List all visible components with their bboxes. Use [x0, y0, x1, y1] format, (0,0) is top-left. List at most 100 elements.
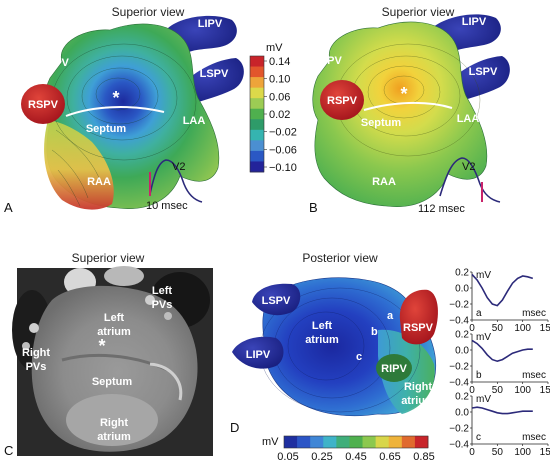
panel-b-letter: B [309, 200, 318, 215]
electrogram-x-tick-label: 150 [540, 447, 550, 458]
panel-c-right-atrium-region [66, 394, 158, 446]
panel-c-pv-right-1 [29, 323, 39, 333]
electrogram-plot-b: 0.2 0.0 −0.2 −0.40 50 100 150 mV msec b [449, 330, 550, 397]
panel-d-rspv-vessel [399, 289, 438, 345]
electrogram-y-tick-label: −0.4 [449, 316, 469, 327]
colorbar-top-swatch [250, 108, 264, 120]
colorbar-bottom-tick-label: 0.65 [379, 451, 400, 463]
electrogram-y-tick-label: 0.0 [455, 346, 469, 357]
electrogram-trace [471, 273, 534, 307]
panel-c-left-atrium-label-line2: atrium [97, 326, 131, 338]
electrogram-x-tick-label: 0 [469, 323, 475, 334]
electrogram-x-tick-label: 100 [514, 385, 531, 396]
panel-b-lipv-label: LIPV [462, 16, 487, 28]
colorbar-bottom-swatch [375, 436, 390, 448]
electrogram-y-tick-label: 0.0 [455, 284, 469, 295]
panel-a-rspv-label: RSPV [28, 99, 59, 111]
panel-d-lspv-label: LSPV [262, 295, 291, 307]
colorbar-bottom-swatch [336, 436, 350, 448]
electrogram-unit-label: mV [476, 394, 491, 405]
panel-a-raa-label: RAA [87, 176, 111, 188]
panel-d-ripv-label: RIPV [381, 363, 407, 375]
panel-a-septum-line [65, 106, 165, 117]
colorbar-top-swatch [250, 66, 264, 78]
colorbar-bottom-swatch [401, 436, 416, 448]
electrogram-xunit-label: msec [522, 308, 546, 319]
panel-d: Posterior view D LSPV LIPV RSPV RIPV Lef… [230, 251, 438, 435]
panel-a-letter: A [4, 200, 13, 215]
colorbar-top-tick-label: −0.06 [269, 144, 297, 156]
colorbar-top-ticks: 0.14 0.10 0.06 0.02 −0.02 −0.06 −0.10 [264, 56, 297, 174]
electrogram-x-tick-label: 50 [492, 447, 504, 458]
colorbar-bottom-tick-label: 0.25 [311, 451, 332, 463]
electrogram-y-tick-label: −0.2 [449, 362, 469, 373]
electrogram-site-letter: c [476, 432, 481, 443]
electrogram-unit-label: mV [476, 270, 491, 281]
electrogram-x-tick-label: 150 [540, 323, 550, 334]
colorbar-top-swatch [250, 150, 264, 162]
panel-d-electrogram-plots: 0.20.0−0.2−0.4050100150mVmseca0.20.0−0.2… [449, 268, 550, 459]
colorbar-bottom-ticks: 0.05 0.25 0.45 0.65 0.85 [277, 451, 434, 463]
panel-b-view-title: Superior view [382, 5, 455, 19]
colorbar-top-swatch [250, 77, 264, 89]
colorbar-top-tick-label: −0.10 [269, 162, 297, 174]
electrogram-xunit-label: msec [522, 432, 546, 443]
panel-d-left-atrium-label-line1: Left [312, 320, 333, 332]
panel-a-septum-label: Septum [86, 123, 127, 135]
panel-b-v2-label: V2 [462, 161, 475, 173]
electrogram-x-tick-label: 0 [469, 447, 475, 458]
panel-c-left-pvs-label-line2: PVs [152, 299, 173, 311]
panel-b-septum-label: Septum [361, 117, 402, 129]
colorbar-bottom-swatch [297, 436, 311, 448]
panel-c-star-marker: * [98, 336, 105, 356]
colorbar-top-tick-label: 0.06 [269, 91, 290, 103]
panel-b-atrium-surface [312, 21, 488, 207]
colorbar-bottom-tick-label: 0.85 [413, 451, 434, 463]
colorbar-top-swatch [250, 56, 264, 67]
electrogram-y-tick-label: 0.2 [455, 392, 469, 403]
electrogram-trace [471, 406, 533, 415]
electrogram-y-tick-label: 0.2 [455, 268, 469, 279]
electrogram-xunit-label: msec [522, 370, 546, 381]
electrogram-y-tick-label: 0.2 [455, 330, 469, 341]
panel-c-right-pvs-label-line1: Right [22, 347, 50, 359]
electrogram-x-tick-label: 0 [469, 385, 475, 396]
panel-d-right-atrium-label-line2: atrium [401, 395, 435, 407]
panel-c-pv-right-2 [22, 342, 30, 350]
colorbar-bottom-frame [283, 435, 429, 449]
panel-b-raa-label: RAA [372, 176, 396, 188]
colorbar-top: mV 0.14 0.10 0.06 0.02 −0.02 −0.06 −0.10 [249, 42, 297, 174]
panel-a-v2-label: V2 [172, 161, 185, 173]
panel-d-lipv-label: LIPV [246, 349, 271, 361]
panel-c-right-pvs-label-line2: PVs [26, 361, 47, 373]
panel-b-star-marker: * [400, 84, 407, 104]
electrogram-x-tick-label: 50 [492, 323, 504, 334]
panel-c-pv-left-2 [164, 312, 172, 320]
panel-c-left-pvs-label-line1: Left [152, 285, 173, 297]
colorbar-bottom-swatch [310, 436, 324, 448]
colorbar-top-tick-label: 0.14 [269, 56, 290, 68]
electrogram-unit-label: mV [476, 332, 491, 343]
panel-a-star-marker: * [112, 88, 119, 108]
electrogram-trace [471, 339, 533, 363]
electrogram-plot-a: 0.2 0.0 −0.2 −0.40 50 100 150 mV msec a [449, 268, 550, 335]
panel-c-letter: C [4, 443, 13, 458]
electrogram-x-tick-label: 50 [492, 385, 504, 396]
colorbar-top-swatch [250, 87, 264, 99]
electrogram-y-tick-label: −0.4 [449, 440, 469, 451]
panel-a-lipv-label: LIPV [198, 18, 223, 30]
panel-a-rspv-vessel [21, 84, 65, 124]
colorbar-bottom-swatches [283, 435, 429, 449]
colorbar-bottom-swatch [414, 436, 429, 448]
colorbar-top-tick-label: 0.10 [269, 74, 290, 86]
panel-b-rspv-label: RSPV [327, 95, 358, 107]
panel-d-left-atrium-label-line2: atrium [305, 334, 339, 346]
electrogram-x-tick-label: 100 [514, 447, 531, 458]
panel-a-time-label: 10 msec [146, 200, 188, 212]
panel-b-time-label: 112 msec [418, 203, 465, 215]
panel-c-pv-left-1 [145, 295, 155, 305]
panel-a: Superior view A RIPV LIPV LSPV RSPV * Se… [4, 5, 244, 215]
colorbar-top-tick-label: −0.02 [269, 127, 297, 139]
colorbar-top-swatch [250, 161, 264, 173]
